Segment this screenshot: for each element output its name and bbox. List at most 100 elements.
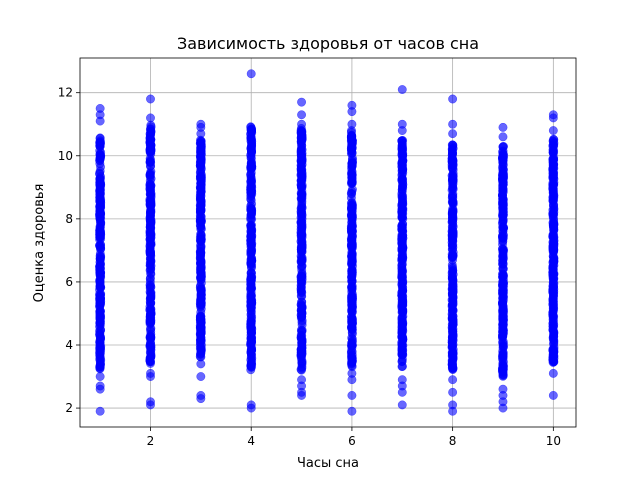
data-point [297,255,307,264]
data-point [247,181,257,191]
data-point [146,331,156,341]
data-point [548,184,558,194]
y-tick-label: 10 [58,149,73,163]
data-point [397,400,407,410]
data-point [447,150,457,160]
data-point [548,232,558,242]
data-point [448,163,458,173]
data-point [146,352,156,362]
data-point [195,158,205,168]
data-point [95,281,105,291]
data-point [498,160,508,170]
data-point [297,110,307,120]
data-point [145,199,155,209]
data-point [146,161,156,171]
data-point [347,213,357,223]
data-point [347,119,357,129]
x-tick-label: 6 [348,434,356,448]
data-point [397,119,407,129]
data-point [297,97,307,107]
data-point [296,246,306,256]
data-point [146,250,156,260]
data-point [196,250,206,260]
data-point [196,119,206,129]
data-point [95,301,105,311]
data-point [498,263,508,273]
data-point [347,176,357,186]
data-point [347,201,357,211]
data-point [549,316,558,326]
data-point [397,197,407,207]
data-point [196,372,206,381]
data-point [196,391,206,400]
data-point [195,298,205,308]
data-point [247,125,256,135]
data-point [196,139,206,149]
data-point [196,179,206,189]
data-point [549,163,559,173]
data-point [397,294,407,304]
data-point [448,212,457,222]
data-point [146,113,155,123]
data-point [498,194,508,204]
data-point [146,368,155,378]
data-point [95,364,105,374]
data-point [146,142,156,152]
data-point [448,279,458,289]
data-point [448,350,458,360]
data-point [196,187,206,197]
data-point [499,150,508,160]
data-point [348,318,357,328]
data-point [498,361,508,371]
axis-ticks: 2 4 6 8 10 2 4 6 8 10 12 [58,86,561,448]
data-point [347,189,357,199]
data-point [95,241,105,251]
data-point [497,333,507,343]
data-point [96,179,105,189]
data-point [548,172,558,182]
data-point [499,170,508,180]
data-point [549,220,559,230]
data-point [448,375,458,385]
data-point [448,287,458,297]
data-point [549,301,558,311]
data-point [397,306,407,315]
data-point [347,167,357,177]
data-point [498,341,508,351]
data-point [297,198,307,208]
data-point [498,322,508,332]
data-point [548,275,558,284]
data-point [297,119,307,129]
data-point [95,104,105,113]
data-point [146,344,156,354]
data-point [195,273,205,283]
data-point [96,348,105,358]
data-point [347,368,357,378]
data-point [549,134,558,144]
data-point [498,207,508,216]
data-point [548,391,558,400]
data-point [548,154,558,164]
data-point [145,305,155,314]
data-point [246,69,256,79]
data-point [397,375,407,385]
data-point [397,224,407,233]
data-point [146,316,156,326]
data-points [95,69,559,416]
data-point [146,94,155,104]
data-point [145,170,155,180]
y-tick-label: 8 [65,212,73,226]
data-point [297,334,307,344]
data-point [196,258,206,268]
data-point [297,221,307,231]
y-axis-label: Оценка здоровья [32,184,47,303]
data-point [296,180,306,190]
data-point [498,239,507,249]
data-point [297,356,307,366]
data-point [246,337,256,347]
data-point [498,280,507,290]
data-point [246,362,256,372]
data-point [498,122,508,132]
x-axis-label: Часы сна [297,456,359,471]
